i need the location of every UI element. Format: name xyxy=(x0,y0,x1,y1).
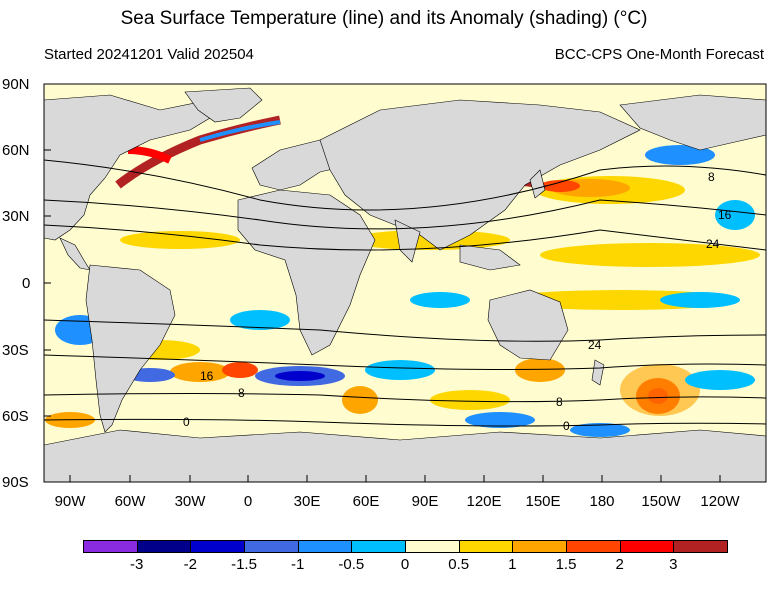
colorbar-tick-label: -1 xyxy=(290,556,305,573)
colorbar-swatch xyxy=(190,540,245,553)
lon-label-180: 180 xyxy=(589,493,615,510)
contour-label: 16 xyxy=(718,208,732,222)
lon-label-0: 0 xyxy=(243,493,253,510)
colorbar-tick-label: 3 xyxy=(669,556,678,573)
colorbar-swatch xyxy=(83,540,138,553)
colorbar-tick-label: 0.5 xyxy=(448,556,470,573)
colorbar-swatch xyxy=(512,540,567,553)
sst-contours xyxy=(44,159,766,427)
colorbar-tick-label: 2 xyxy=(615,556,624,573)
contour-label: 8 xyxy=(556,395,563,409)
colorbar-swatch xyxy=(673,540,728,553)
colorbar-tick-label: 0 xyxy=(400,556,410,573)
map-title: Sea Surface Temperature (line) and its A… xyxy=(120,8,648,29)
lat-label-0: 0 xyxy=(22,275,31,292)
colorbar-tick-label: 1 xyxy=(508,556,517,573)
lon-label-150e: 150E xyxy=(525,493,561,510)
colorbar-swatch xyxy=(351,540,406,553)
colorbar-swatch xyxy=(458,540,514,553)
colorbar-swatch xyxy=(566,540,621,553)
axis-ticks xyxy=(44,83,721,482)
colorbar-tick-label: -3 xyxy=(129,556,144,573)
lon-label-120w: 120W xyxy=(700,493,740,510)
lat-label-30s: 30S xyxy=(2,342,29,359)
colorbar-swatch xyxy=(405,540,460,553)
lat-label-30n: 30N xyxy=(2,208,30,225)
lon-label-60e: 60E xyxy=(352,493,380,510)
colorbar-swatch xyxy=(244,540,299,553)
contour-label: 0 xyxy=(563,419,570,433)
lon-label-150w: 150W xyxy=(641,493,681,510)
contour-label: 8 xyxy=(238,386,245,400)
contour-label: 24 xyxy=(588,338,602,352)
contour-labels: 8 16 24 24 16 8 8 0 0 xyxy=(183,170,732,433)
forecast-name: BCC-CPS One-Month Forecast xyxy=(554,46,764,63)
lon-label-120e: 120E xyxy=(466,493,502,510)
contour-label: 16 xyxy=(200,369,214,383)
contour-label: 8 xyxy=(708,170,715,184)
lat-label-90s: 90S xyxy=(2,474,29,491)
colorbar-tick-label: -2 xyxy=(183,556,197,573)
lon-label-60w: 60W xyxy=(114,493,146,510)
colorbar-swatch xyxy=(619,540,675,553)
colorbar-tick-label: -0.5 xyxy=(338,556,365,573)
colorbar-tick-label: 1.5 xyxy=(555,556,577,573)
lon-label-30e: 30E xyxy=(293,493,321,510)
started-valid-text: Started 20241201 Valid 202504 xyxy=(44,46,254,63)
colorbar-swatch xyxy=(297,540,353,553)
anomaly-shading xyxy=(45,115,760,437)
contour-label: 0 xyxy=(183,415,190,429)
lon-label-30w: 30W xyxy=(174,493,206,510)
lon-label-90w: 90W xyxy=(54,493,86,510)
lat-label-60n: 60N xyxy=(2,142,30,159)
lat-label-90n: 90N xyxy=(2,76,30,93)
contour-label: 24 xyxy=(706,237,720,251)
colorbar-tick-label: -1.5 xyxy=(231,556,257,573)
colorbar-swatch xyxy=(136,540,192,553)
lat-label-60s: 60S xyxy=(2,408,29,425)
lon-label-90e: 90E xyxy=(411,493,439,510)
land-masses xyxy=(44,87,766,482)
